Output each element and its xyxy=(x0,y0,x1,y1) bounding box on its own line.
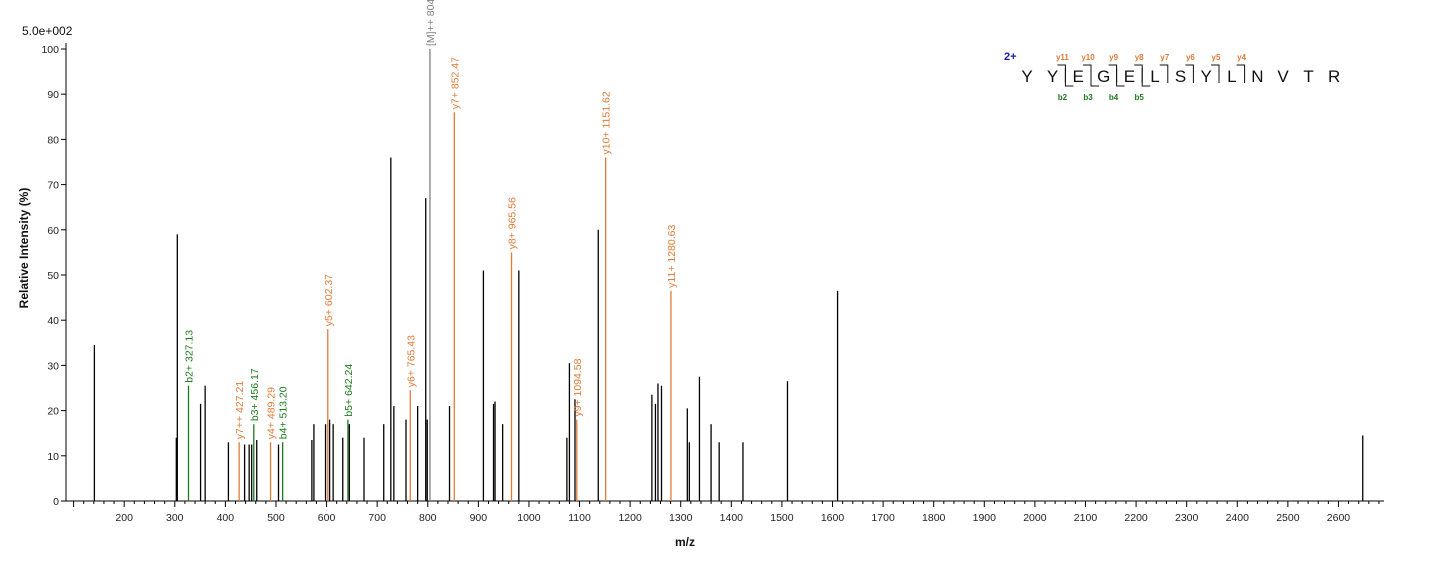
y-ion-bracket xyxy=(1159,64,1169,83)
b-ion-bracket xyxy=(1141,68,1151,87)
x-tick-label: 1500 xyxy=(770,512,794,524)
peak-label: b5+ 642.24 xyxy=(343,364,355,417)
y-tick-label: 100 xyxy=(41,44,59,56)
y-ion-tag: y8 xyxy=(1135,53,1144,62)
peak-label: y8+ 965.56 xyxy=(507,197,519,249)
peak-label: y9+ 1094.58 xyxy=(572,358,584,416)
x-tick-label: 1600 xyxy=(821,512,845,524)
x-tick-label: 1200 xyxy=(618,512,642,524)
y-ion-tag: y5 xyxy=(1212,53,1221,62)
b-ion-tag: b5 xyxy=(1135,93,1145,102)
sequence-residue: E xyxy=(1073,67,1084,86)
x-tick-label: 500 xyxy=(267,512,285,524)
x-tick-label: 300 xyxy=(166,512,184,524)
y-tick-label: 10 xyxy=(47,451,59,463)
y-ion-tag: y4 xyxy=(1237,53,1246,62)
sequence-residue: Y xyxy=(1021,67,1032,86)
y-ion-bracket xyxy=(1083,64,1092,83)
y-tick-label: 60 xyxy=(47,225,59,237)
intensity-scale-label: 5.0e+002 xyxy=(22,24,73,38)
y-ion-tag: y11 xyxy=(1056,53,1069,62)
sequence-residue: Y xyxy=(1047,67,1058,86)
x-tick-label: 2400 xyxy=(1226,512,1250,524)
sequence-residue: T xyxy=(1303,67,1313,86)
y-ion-tag: y6 xyxy=(1186,53,1195,62)
b-ion-tag: b2 xyxy=(1058,93,1068,102)
peak-label: b2+ 327.13 xyxy=(184,330,196,383)
peaks xyxy=(93,49,1364,501)
x-tick-label: 1800 xyxy=(922,512,946,524)
peak-label: y11+ 1280.63 xyxy=(666,225,678,288)
peak-label: y7+ 852.47 xyxy=(449,57,461,109)
x-tick-label: 2300 xyxy=(1175,512,1199,524)
sequence-residue: N xyxy=(1251,67,1263,86)
y-tick-label: 20 xyxy=(47,406,59,418)
sequence-residue: V xyxy=(1277,67,1289,86)
sequence-residue: R xyxy=(1328,67,1340,86)
x-tick-label: 2200 xyxy=(1124,512,1148,524)
y-ion-tag: y10 xyxy=(1081,53,1095,62)
y-ion-bracket xyxy=(1236,64,1246,83)
axes: 0 10 20 30 40 50 60 70 80 90 100 200 300 400 500 600 700… xyxy=(41,43,1384,524)
y-tick-label: 0 xyxy=(53,496,59,508)
x-tick-label: 200 xyxy=(115,512,133,524)
x-tick-label: 400 xyxy=(217,512,235,524)
x-tick-label: 2100 xyxy=(1074,512,1098,524)
peak-label: y10+ 1151.62 xyxy=(601,91,613,154)
y-tick-label: 50 xyxy=(47,270,59,282)
sequence-residue: S xyxy=(1175,67,1186,86)
y-ion-bracket xyxy=(1057,64,1066,83)
peak-label: b3+ 456.17 xyxy=(249,368,261,421)
x-tick-label: 900 xyxy=(470,512,488,524)
b-ion-tag: b3 xyxy=(1083,93,1093,102)
y-tick-label: 40 xyxy=(47,315,59,327)
peak-label: y6+ 765.43 xyxy=(405,335,417,387)
b-ion-bracket xyxy=(1116,68,1125,87)
peak-label: y7++ 427.21 xyxy=(234,381,246,440)
y-tick-label: 90 xyxy=(47,89,59,101)
peak-label: y4+ 489.29 xyxy=(266,387,278,439)
y-ion-bracket xyxy=(1185,64,1194,83)
sequence-residue: L xyxy=(1227,67,1236,86)
x-tick-label: 800 xyxy=(419,512,437,524)
y-tick-label: 80 xyxy=(47,134,59,146)
y-ion-bracket xyxy=(1134,64,1143,83)
b-ion-bracket xyxy=(1090,68,1099,87)
y-tick-label: 30 xyxy=(47,360,59,372)
x-tick-label: 600 xyxy=(318,512,336,524)
x-tick-label: 1000 xyxy=(517,512,541,524)
y-ion-bracket xyxy=(1211,64,1220,83)
x-tick-label: 700 xyxy=(368,512,386,524)
charge-state: 2+ xyxy=(1004,51,1017,63)
x-tick-label: 1300 xyxy=(669,512,693,524)
b-ion-bracket xyxy=(1064,68,1074,87)
x-tick-label: 1100 xyxy=(568,512,591,524)
sequence-residue: L xyxy=(1150,67,1159,86)
b-ion-tag: b4 xyxy=(1109,93,1119,102)
x-tick-label: 2600 xyxy=(1327,512,1351,524)
x-tick-label: 2500 xyxy=(1276,512,1300,524)
peak-label: [M]++ 804.37 xyxy=(425,0,437,46)
peak-label: y5+ 602.37 xyxy=(323,274,335,326)
y-tick-label: 70 xyxy=(47,180,59,192)
peak-label: b4+ 513.20 xyxy=(278,386,290,439)
x-tick-label: 1400 xyxy=(720,512,744,524)
x-tick-label: 2000 xyxy=(1023,512,1047,524)
x-tick-label: 1700 xyxy=(871,512,895,524)
sequence-residue: Y xyxy=(1201,67,1212,86)
y-axis-title: Relative Intensity (%) xyxy=(17,188,31,309)
sequence-residue: G xyxy=(1097,67,1110,86)
peak-labels: b2+ 327.13 y7++ 427.21 b3+ 456.17 y4+ 489.2… xyxy=(184,0,678,439)
x-axis-title: m/z xyxy=(675,535,695,549)
sequence-residue: E xyxy=(1124,67,1135,86)
y-ion-tag: y9 xyxy=(1109,53,1118,62)
y-ion-tag: y7 xyxy=(1160,53,1169,62)
x-tick-label: 1900 xyxy=(973,512,997,524)
